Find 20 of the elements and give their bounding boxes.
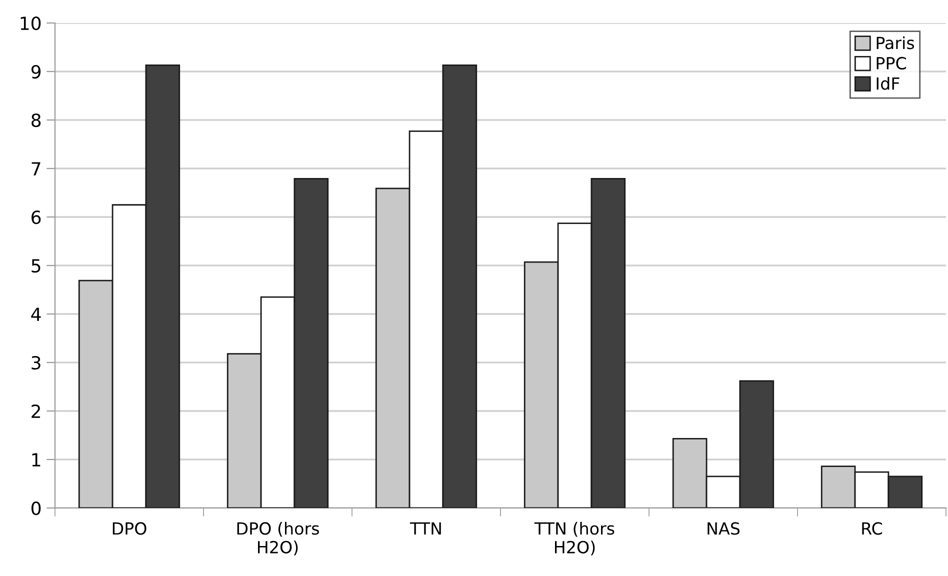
x-tick-label: NAS — [708, 522, 740, 535]
x-tick-label: TTN (hors H2O) — [534, 522, 614, 556]
y-tick-label: 9 — [31, 64, 41, 79]
legend-label: Paris — [876, 36, 914, 50]
x-tick-label: DPO (hors H2O) — [237, 522, 319, 556]
x-tick-label: TTN — [410, 522, 441, 535]
y-tick-label: 3 — [32, 356, 40, 370]
y-tick-label: 0 — [32, 501, 41, 516]
x-tick-label: RC — [862, 522, 882, 535]
y-tick-label: 1 — [32, 453, 40, 466]
y-tick-label: 6 — [32, 210, 41, 224]
x-tick-label: DPO — [112, 522, 146, 535]
y-tick-label: 10 — [20, 16, 41, 30]
legend-label: PPC — [876, 56, 906, 70]
y-tick-label: 8 — [32, 113, 41, 128]
y-tick-label: 4 — [31, 308, 41, 321]
y-tick-label: 5 — [32, 259, 40, 273]
y-tick-label: 2 — [32, 404, 40, 418]
y-tick-label: 7 — [32, 162, 40, 176]
legend-label: IdF — [876, 76, 900, 90]
